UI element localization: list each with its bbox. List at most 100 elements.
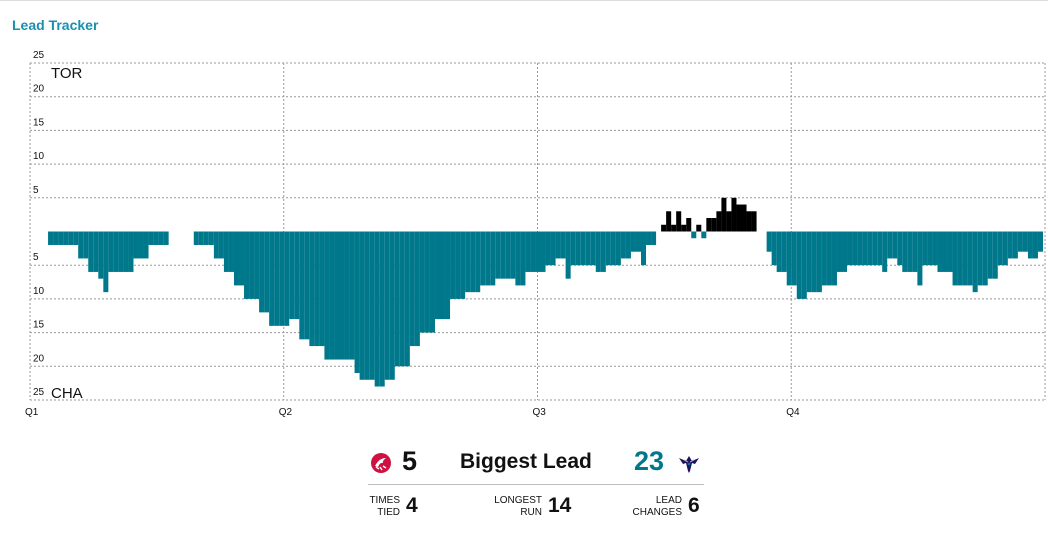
lead-bar <box>364 231 370 380</box>
biggest-lead-label: Biggest Lead <box>460 450 592 473</box>
lead-bar <box>600 231 606 272</box>
lead-bar <box>63 231 69 245</box>
lead-bar <box>103 231 109 293</box>
y-tick-label: 10 <box>33 151 45 162</box>
team-label-top: TOR <box>51 65 83 82</box>
lead-bar <box>580 231 586 266</box>
lead-bar <box>274 231 280 326</box>
lead-bar <box>470 231 476 293</box>
lead-bar <box>741 204 747 232</box>
lead-bar <box>108 231 114 272</box>
lead-bar <box>902 231 908 272</box>
x-tick-label: Q2 <box>279 407 293 418</box>
lead-bar <box>304 231 310 340</box>
lead-bar <box>284 231 290 326</box>
lead-bar <box>967 231 973 286</box>
lead-bar <box>163 231 169 245</box>
lead-bar <box>711 218 717 232</box>
lead-bar <box>590 231 596 266</box>
lead-bar <box>957 231 963 286</box>
lead-bar <box>937 231 943 272</box>
lead-bar <box>912 231 918 272</box>
lead-bar <box>736 204 742 232</box>
lead-changes-value: 6 <box>688 494 700 517</box>
lead-bar <box>821 231 827 286</box>
lead-bar <box>158 231 164 245</box>
lead-bar <box>867 231 873 266</box>
cha-biggest-lead: 23 <box>634 446 665 476</box>
lead-bar <box>686 218 692 232</box>
lead-bar <box>811 231 817 293</box>
lead-bar <box>389 231 395 380</box>
lead-bar <box>952 231 958 286</box>
lead-bar <box>917 231 923 286</box>
lead-bar <box>329 231 335 360</box>
lead-bar <box>1007 231 1013 259</box>
lead-bar <box>299 231 305 340</box>
y-tick-label: 20 <box>33 84 45 95</box>
lead-bar <box>671 224 677 232</box>
y-tick-label: 10 <box>33 286 45 297</box>
lead-bar <box>384 231 390 380</box>
lead-bar <box>565 231 571 279</box>
lead-bar <box>862 231 868 266</box>
lead-bar <box>796 231 802 299</box>
lead-bar <box>892 231 898 259</box>
lead-bar <box>550 231 556 266</box>
lead-bar <box>223 231 229 272</box>
x-tick-label: Q4 <box>786 407 800 418</box>
lead-bar <box>445 231 451 320</box>
lead-bar <box>354 231 360 374</box>
lead-bar <box>977 231 983 286</box>
lead-bar <box>927 231 933 266</box>
lead-bar <box>203 231 209 245</box>
lead-bar <box>1032 231 1038 259</box>
lead-bar <box>676 211 682 232</box>
lead-bar <box>58 231 64 245</box>
lead-bar <box>123 231 129 272</box>
lead-bar <box>630 231 636 252</box>
lead-bar <box>369 231 375 380</box>
lead-bar <box>48 231 54 245</box>
team-label-bottom: CHA <box>51 385 83 402</box>
lead-bar <box>646 231 652 245</box>
lead-bar <box>515 231 521 286</box>
lead-bar <box>193 231 199 245</box>
lead-bar <box>570 231 576 266</box>
lead-bar <box>887 231 893 259</box>
lead-bar <box>831 231 837 286</box>
lead-bar <box>334 231 340 360</box>
lead-bar <box>992 231 998 279</box>
lead-bar <box>520 231 526 286</box>
lead-bar <box>922 231 928 266</box>
lead-bar <box>1027 231 1033 259</box>
lead-bar <box>575 231 581 266</box>
lead-bar <box>826 231 832 286</box>
y-tick-label: 20 <box>33 353 45 364</box>
lead-bar <box>545 231 551 266</box>
lead-bar <box>1012 231 1018 259</box>
lead-tracker-chart: 25 20 15 10 5 5 10 15 20 25 TOR CHA Q1 Q2 Q3 Q4 <box>25 50 1046 418</box>
lead-bar <box>1017 231 1023 252</box>
lead-bar <box>374 231 380 387</box>
lead-bar <box>706 218 712 232</box>
lead-bar <box>872 231 878 266</box>
lead-changes-stat: LEAD CHANGES 6 <box>616 494 704 522</box>
raptors-logo-icon <box>371 453 391 473</box>
lead-bar <box>460 231 466 299</box>
lead-bar <box>726 211 732 232</box>
lead-bar <box>882 231 888 272</box>
y-tick-label: 15 <box>33 320 45 331</box>
lead-bar <box>857 231 863 266</box>
lead-bar <box>836 231 842 272</box>
lead-bar <box>249 231 255 299</box>
lead-bar <box>434 231 440 320</box>
lead-bar <box>641 231 647 266</box>
lead-bar <box>877 231 883 266</box>
lead-bar <box>228 231 234 272</box>
lead-bar <box>294 231 300 320</box>
lead-bar <box>399 231 405 367</box>
lead-bar <box>409 231 415 347</box>
lead-bar <box>233 231 239 286</box>
lead-bar <box>907 231 913 272</box>
